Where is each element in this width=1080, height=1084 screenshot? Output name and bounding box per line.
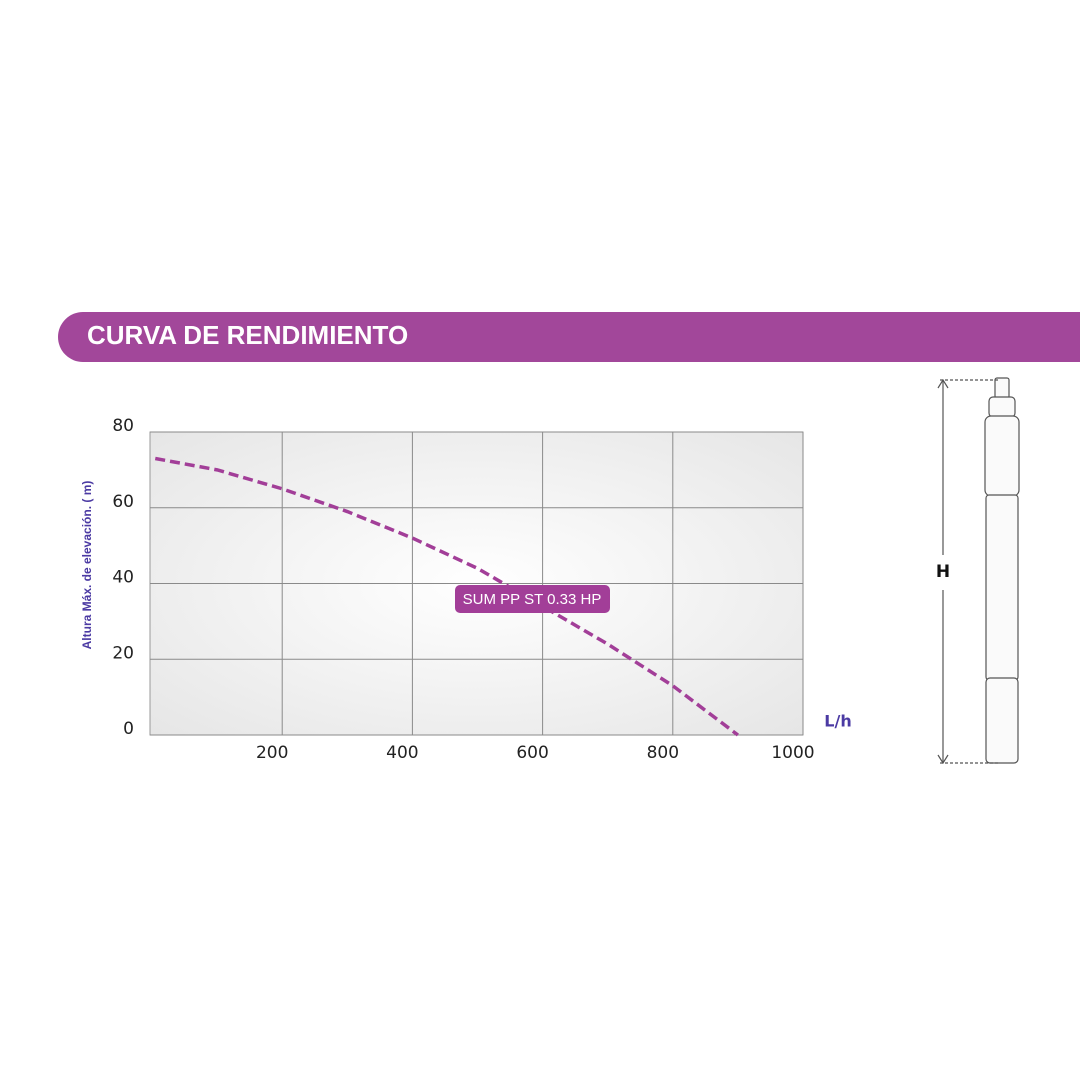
x-tick-label: 200 <box>256 743 288 763</box>
y-tick-label: 80 <box>112 416 134 436</box>
series-label: SUM PP ST 0.33 HP <box>455 585 610 613</box>
data-line <box>154 456 739 737</box>
y-tick-label: 40 <box>112 568 134 588</box>
series-label-text: SUM PP ST 0.33 HP <box>463 591 602 608</box>
y-tick-label: 0 <box>123 719 134 739</box>
title-banner <box>58 312 1080 362</box>
x-tick-label: 400 <box>386 743 418 763</box>
x-axis-label: L/h <box>824 712 851 731</box>
y-axis-label: Altura Máx. de elevación. ( m) <box>80 481 94 650</box>
series-label-box <box>455 585 610 613</box>
x-tick-label: 800 <box>647 743 679 763</box>
x-tick-label: 600 <box>516 743 548 763</box>
y-tick-label: 20 <box>112 643 134 663</box>
chart-title: CURVA DE RENDIMIENTO <box>87 320 408 350</box>
y-tick-label: 60 <box>112 492 134 512</box>
dimension-label: H <box>936 562 950 582</box>
pump-illustration <box>937 377 1020 765</box>
x-tick-label: 1000 <box>771 743 814 763</box>
